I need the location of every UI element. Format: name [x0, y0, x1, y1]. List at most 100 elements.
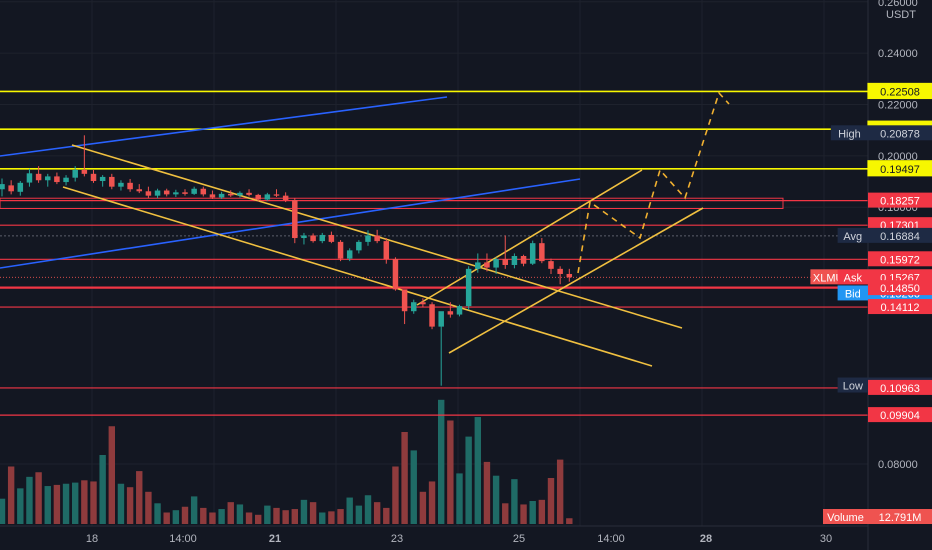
volume-tag: Volume 12.791M	[823, 509, 932, 524]
candle-body	[548, 261, 554, 269]
price-tag: 0.15972	[868, 251, 932, 267]
volume-bar	[538, 499, 546, 524]
candle-body	[456, 306, 463, 315]
candle-body	[0, 184, 5, 190]
volume-bar	[264, 505, 271, 524]
volume-bar	[392, 466, 399, 524]
candle-body	[319, 234, 325, 242]
price-tag-value: 0.18257	[880, 196, 920, 208]
candle-body	[118, 182, 124, 187]
volume-bar	[355, 505, 363, 524]
volume-bar	[282, 510, 289, 524]
volume-bar	[273, 507, 280, 524]
volume-bar	[255, 514, 262, 524]
volume-bar	[136, 471, 143, 524]
volume-bar	[556, 459, 564, 524]
volume-bar	[81, 480, 88, 524]
candle-body	[273, 194, 280, 196]
blue-trend-line-lower[interactable]	[0, 178, 581, 269]
rising-channel-upper[interactable]	[416, 169, 643, 306]
volume-bar	[62, 483, 70, 524]
volume-bar	[181, 506, 189, 524]
volume-bar	[117, 483, 125, 524]
candle-body	[356, 241, 362, 251]
candle-body	[255, 194, 261, 200]
volume-bar	[428, 481, 436, 524]
candle-body	[310, 235, 316, 242]
volume-bar	[465, 436, 472, 524]
price-tag: 0.19497	[867, 160, 932, 177]
volume-bar	[26, 476, 33, 524]
horizontal-levels[interactable]	[0, 90, 868, 416]
price-tag-value: 0.22508	[880, 86, 920, 98]
descending-channel-lower[interactable]	[62, 186, 653, 367]
candle-body	[529, 243, 536, 264]
candle-body	[346, 250, 353, 259]
price-tick-label: 0.24000	[878, 48, 918, 60]
price-tag-bg	[868, 379, 932, 395]
candle-body	[383, 241, 390, 260]
price-tag-value: 0.14850	[880, 283, 920, 295]
volume-bar	[492, 475, 500, 524]
rising-channel-lower[interactable]	[448, 207, 704, 354]
candle-body	[136, 189, 142, 192]
candle-body	[63, 177, 69, 183]
candle-body	[292, 200, 298, 239]
candle-body	[246, 192, 252, 195]
candle-body	[429, 304, 435, 327]
price-tag-bg	[867, 82, 932, 100]
time-tick-label: 28	[700, 533, 712, 545]
price-tag: Avg 0.16884	[837, 227, 932, 243]
price-tag-value: 0.16884	[880, 231, 920, 243]
volume-bar	[44, 486, 51, 524]
volume-bar	[447, 420, 454, 524]
candle-body	[566, 273, 573, 278]
projected-price-path[interactable]	[577, 91, 730, 274]
candle-body	[200, 188, 207, 195]
volume-bar	[373, 502, 381, 524]
candle-body	[365, 235, 371, 242]
volume-bar	[300, 499, 308, 524]
volume-bar	[17, 488, 24, 524]
volume-bar	[529, 501, 536, 524]
volume-bar	[236, 504, 244, 524]
candle-body	[109, 176, 115, 187]
price-tag-label: Ask	[844, 272, 863, 284]
trend-lines[interactable]	[0, 96, 704, 367]
candle-body	[447, 311, 454, 315]
price-tag-value: 0.14112	[881, 302, 920, 314]
volume-bar	[474, 417, 481, 524]
volume-bar	[227, 502, 234, 524]
projection-path[interactable]	[577, 91, 730, 274]
volume-bar	[502, 503, 509, 524]
currency-label: USDT	[886, 9, 916, 21]
candle-body	[411, 302, 417, 312]
candle-body	[173, 192, 179, 195]
volume-bar	[190, 496, 198, 524]
volume-bar	[419, 491, 427, 524]
price-tag-value: 0.09904	[880, 410, 920, 422]
price-tag-label: Low	[843, 381, 863, 393]
price-tags: 0.225080.21039High0.208780.194970.182570…	[810, 82, 932, 524]
volume-bar	[364, 495, 372, 524]
candle-body	[438, 311, 444, 327]
time-axis-ticks: 18 14:00 21 23 25 14:00 28 30	[86, 533, 832, 545]
volume-bar	[108, 426, 115, 524]
candle-body	[520, 256, 527, 264]
candle-body	[557, 268, 563, 274]
candle-body	[502, 259, 508, 265]
candle-body	[493, 259, 499, 268]
candle-body	[401, 289, 408, 312]
candle-body	[465, 268, 472, 307]
candle-body	[301, 235, 307, 239]
candle-body	[539, 243, 545, 262]
candle-body	[145, 191, 152, 196]
price-tag-label-bg	[837, 227, 868, 243]
candle-body	[218, 193, 225, 198]
time-tick-label: 30	[820, 533, 832, 545]
volume-bar	[154, 503, 161, 524]
volume-bar	[145, 491, 152, 524]
volume-bar	[7, 466, 15, 524]
candle-body	[8, 185, 14, 192]
